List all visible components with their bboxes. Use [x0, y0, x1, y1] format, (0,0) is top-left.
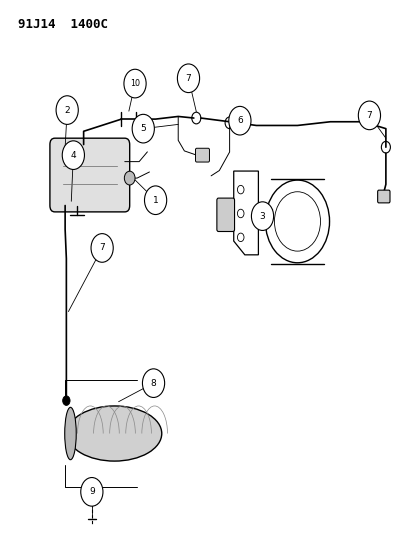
FancyBboxPatch shape [377, 190, 389, 203]
Circle shape [123, 69, 146, 98]
Circle shape [132, 114, 154, 143]
Circle shape [142, 369, 164, 398]
Ellipse shape [67, 406, 161, 461]
Circle shape [358, 101, 380, 130]
Text: 10: 10 [130, 79, 140, 88]
Circle shape [62, 396, 70, 406]
Text: 6: 6 [237, 116, 242, 125]
Text: 7: 7 [366, 111, 371, 120]
Circle shape [177, 64, 199, 93]
Circle shape [56, 96, 78, 124]
Text: 1: 1 [152, 196, 158, 205]
Circle shape [91, 233, 113, 262]
Text: 7: 7 [185, 74, 191, 83]
Text: 7: 7 [99, 244, 105, 253]
Text: 3: 3 [259, 212, 265, 221]
Circle shape [62, 141, 84, 169]
Text: 5: 5 [140, 124, 146, 133]
Circle shape [81, 478, 103, 506]
Text: 91J14  1400C: 91J14 1400C [18, 18, 107, 31]
Text: 4: 4 [70, 151, 76, 160]
FancyBboxPatch shape [50, 138, 129, 212]
FancyBboxPatch shape [216, 198, 234, 231]
FancyBboxPatch shape [195, 148, 209, 162]
Circle shape [228, 107, 250, 135]
Ellipse shape [64, 407, 76, 460]
Text: 2: 2 [64, 106, 70, 115]
Text: 9: 9 [89, 487, 95, 496]
Text: 8: 8 [150, 378, 156, 387]
Circle shape [251, 202, 273, 230]
Circle shape [144, 186, 166, 215]
Circle shape [124, 171, 135, 185]
